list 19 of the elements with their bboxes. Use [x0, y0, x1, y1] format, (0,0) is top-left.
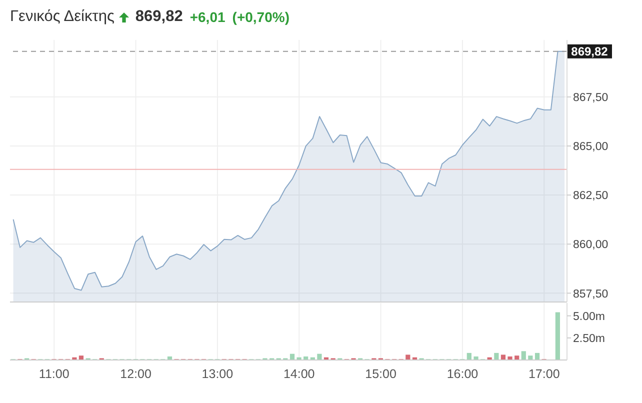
- x-tick-label: 11:00: [38, 366, 70, 381]
- x-tick-label: 13:00: [202, 366, 234, 381]
- y-tick-label: 865,00: [573, 141, 608, 154]
- text: (+0,70%): [232, 9, 290, 25]
- y-tick-label: 5.00m: [573, 310, 605, 323]
- y-tick-label: 860,00: [573, 239, 608, 252]
- y-tick-label: 857,50: [573, 288, 608, 300]
- ref-line-label: 869,82: [571, 44, 608, 59]
- x-tick-label: 15:00: [365, 366, 396, 381]
- text: +6,01: [190, 9, 226, 25]
- x-tick-label: 12:00: [120, 366, 152, 381]
- y-tick-label: 867,50: [573, 92, 608, 104]
- x-tick-label: 17:00: [528, 366, 560, 381]
- x-tick-label: 16:00: [446, 366, 478, 381]
- chart-title: Γενικός Δείκτης: [10, 8, 114, 26]
- text: 869,82: [135, 8, 183, 26]
- x-tick-label: 14:00: [283, 366, 315, 381]
- y-tick-label: 2.50m: [573, 332, 605, 345]
- y-tick-label: 862,50: [573, 190, 608, 202]
